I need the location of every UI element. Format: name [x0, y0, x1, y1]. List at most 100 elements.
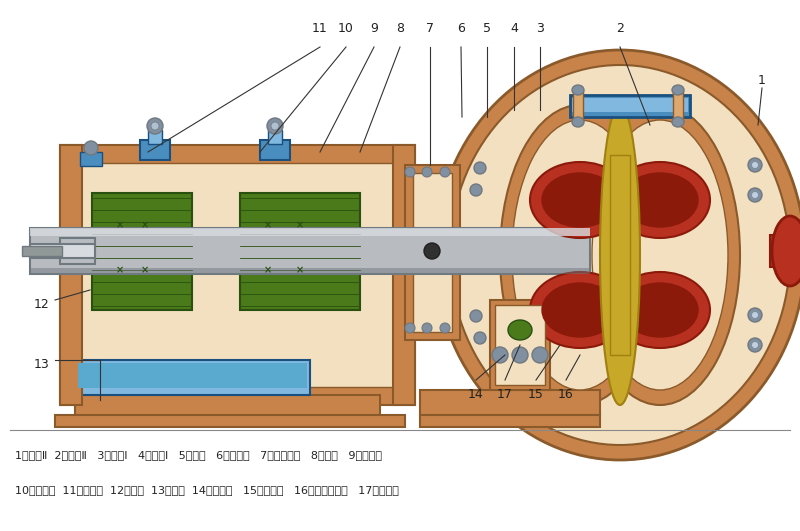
Bar [420, 415, 600, 427]
Text: 8: 8 [396, 22, 404, 35]
Ellipse shape [470, 310, 482, 322]
Ellipse shape [542, 283, 618, 337]
Text: ×: × [116, 220, 124, 230]
Bar [260, 140, 290, 160]
Text: 14: 14 [468, 388, 484, 401]
Text: 2: 2 [616, 22, 624, 35]
Ellipse shape [151, 122, 159, 130]
Text: 12: 12 [34, 298, 50, 312]
Ellipse shape [748, 188, 762, 202]
Bar [490, 300, 550, 390]
Bar [30, 244, 95, 258]
Ellipse shape [592, 120, 728, 390]
Ellipse shape [405, 167, 415, 177]
Text: 1、泵壳Ⅱ  2、叶轮Ⅱ   3、泵壳Ⅰ   4、叶轮Ⅰ   5、护板   6、进料体   7、密封组件   8、轴套   9、甩水盒: 1、泵壳Ⅱ 2、叶轮Ⅱ 3、泵壳Ⅰ 4、叶轮Ⅰ 5、护板 6、进料体 7、密封组… [15, 450, 382, 460]
Ellipse shape [748, 308, 762, 322]
Ellipse shape [610, 272, 710, 348]
Bar [78, 163, 397, 387]
Bar [420, 390, 600, 415]
Polygon shape [60, 238, 95, 264]
Text: ×: × [141, 220, 149, 230]
Text: 3: 3 [536, 22, 544, 35]
Ellipse shape [405, 323, 415, 333]
Bar [75, 395, 380, 420]
Ellipse shape [748, 158, 762, 172]
Bar [75, 360, 310, 395]
Bar [60, 145, 82, 405]
Ellipse shape [84, 141, 98, 155]
Ellipse shape [422, 167, 432, 177]
Ellipse shape [440, 167, 450, 177]
Bar [413, 173, 452, 332]
Ellipse shape [542, 173, 618, 227]
Ellipse shape [672, 117, 684, 127]
Text: ×: × [264, 265, 272, 275]
Bar [610, 155, 630, 355]
Bar [140, 140, 170, 160]
Ellipse shape [271, 122, 279, 130]
Ellipse shape [508, 320, 532, 340]
Bar [30, 228, 590, 236]
Ellipse shape [572, 85, 584, 95]
Ellipse shape [580, 105, 740, 405]
Bar [30, 228, 590, 274]
Text: 10、紧固环  11、轴承笱  12、泵轴  13、托架  14、拆卸环   15、副叶轮   16、副叶轮盖板   17、填料筱: 10、紧固环 11、轴承笱 12、泵轴 13、托架 14、拆卸环 15、副叶轮 … [15, 485, 399, 495]
Bar [92, 193, 192, 310]
Ellipse shape [424, 243, 440, 259]
Ellipse shape [435, 50, 800, 460]
Ellipse shape [572, 117, 584, 127]
Ellipse shape [422, 323, 432, 333]
Ellipse shape [512, 347, 528, 363]
Ellipse shape [147, 118, 163, 134]
Bar [673, 90, 683, 122]
Text: 11: 11 [312, 22, 328, 35]
Bar [495, 305, 545, 385]
Text: ×: × [296, 220, 304, 230]
Text: ×: × [141, 265, 149, 275]
Ellipse shape [622, 173, 698, 227]
Ellipse shape [512, 120, 648, 390]
Ellipse shape [267, 118, 283, 134]
Ellipse shape [752, 162, 758, 168]
Text: 16: 16 [558, 388, 574, 401]
Bar [22, 246, 62, 256]
Text: ×: × [116, 265, 124, 275]
Bar [80, 152, 102, 166]
Text: 9: 9 [370, 22, 378, 35]
Bar [570, 95, 690, 117]
Bar [573, 90, 583, 122]
Text: 1: 1 [758, 73, 766, 87]
Ellipse shape [532, 347, 548, 363]
Ellipse shape [610, 162, 710, 238]
Text: 6: 6 [457, 22, 465, 35]
Bar [60, 145, 415, 405]
Ellipse shape [748, 338, 762, 352]
Text: 13: 13 [34, 358, 50, 372]
Ellipse shape [752, 342, 758, 348]
Ellipse shape [752, 312, 758, 318]
Bar [240, 193, 360, 310]
Ellipse shape [530, 162, 630, 238]
Ellipse shape [530, 272, 630, 348]
Bar [393, 145, 415, 405]
Text: ×: × [264, 220, 272, 230]
Ellipse shape [500, 105, 660, 405]
Text: 15: 15 [528, 388, 544, 401]
Bar [572, 98, 688, 112]
Ellipse shape [474, 162, 486, 174]
Bar [268, 130, 282, 144]
Ellipse shape [772, 216, 800, 286]
Ellipse shape [470, 184, 482, 196]
Text: 4: 4 [510, 22, 518, 35]
Ellipse shape [600, 105, 640, 405]
Ellipse shape [440, 323, 450, 333]
Bar [770, 235, 795, 267]
Bar [78, 363, 307, 388]
Bar [405, 165, 460, 340]
Text: 17: 17 [497, 388, 513, 401]
Text: ×: × [296, 265, 304, 275]
Text: 7: 7 [426, 22, 434, 35]
Bar [148, 130, 162, 144]
Ellipse shape [450, 65, 790, 445]
Bar [55, 415, 405, 427]
